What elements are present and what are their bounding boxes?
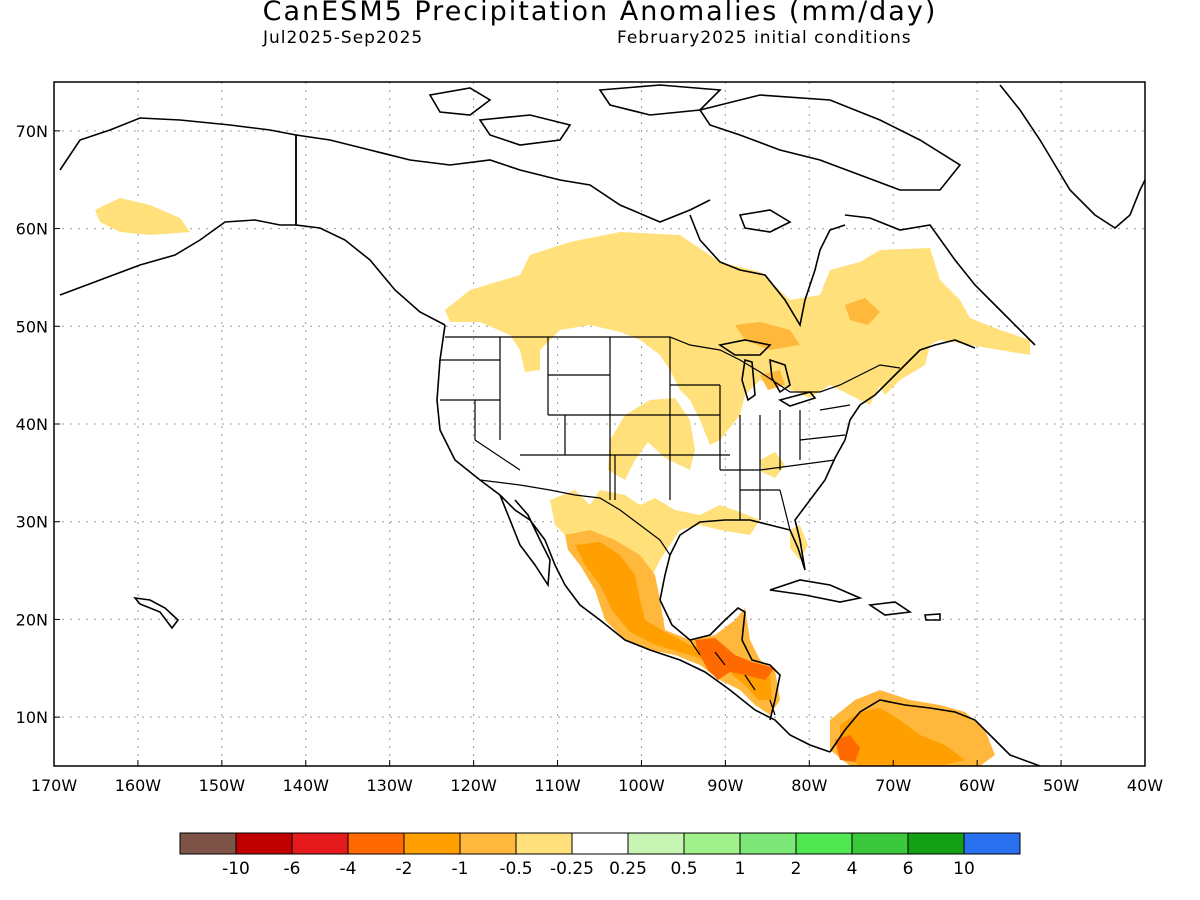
lon-label: 100W — [618, 776, 665, 795]
latitude-labels: 70N 60N 50N 40N 30N 20N 10N — [16, 122, 60, 727]
lat-label: 40N — [16, 415, 48, 434]
lake-erie — [777, 391, 817, 407]
state-borders — [440, 337, 851, 531]
island-victoria — [478, 114, 572, 146]
legend-swatch — [963, 832, 1021, 855]
island-puerto-rico — [924, 613, 941, 621]
legend-label: -0.25 — [550, 859, 594, 879]
us-mexico-border — [479, 479, 671, 556]
lon-label: 110W — [534, 776, 581, 795]
lat-label: 60N — [16, 220, 48, 239]
anomaly-fill — [95, 198, 1030, 766]
lon-label: 40W — [1127, 776, 1163, 795]
anomaly-region-hudson — [735, 322, 800, 350]
lon-label: 140W — [283, 776, 330, 795]
anomaly-region-plains — [608, 398, 695, 480]
island-baffin — [698, 94, 962, 191]
anomaly-region-canada — [445, 232, 1030, 445]
coastline-atlantic — [844, 339, 976, 441]
legend-label: -2 — [396, 859, 413, 879]
map-title: CanESM5 Precipitation Anomalies (mm/day) — [262, 0, 938, 27]
lat-label: 20N — [16, 610, 48, 629]
coastline-alaska-south — [59, 219, 296, 296]
legend-swatch — [851, 832, 909, 855]
legend-swatch — [739, 832, 797, 855]
legend-label: -10 — [222, 859, 250, 879]
initial-conditions-subtitle: February2025 initial conditions — [617, 28, 912, 48]
lon-label: 120W — [450, 776, 497, 795]
lat-label: 50N — [16, 317, 48, 336]
anomaly-region-colombia — [840, 708, 965, 766]
coastlines — [59, 84, 1145, 766]
island-cuba — [769, 579, 863, 603]
legend-label: -1 — [452, 859, 469, 879]
legend-label: -4 — [340, 859, 357, 879]
legend-label: 2 — [791, 859, 802, 879]
legend-label: -6 — [284, 859, 301, 879]
coastline-labrador — [844, 214, 1036, 346]
lon-label: 90W — [707, 776, 743, 795]
anomaly-region-labrador — [845, 298, 880, 325]
legend-label: 6 — [903, 859, 914, 879]
lon-label: 150W — [199, 776, 246, 795]
coastline-south-america — [829, 699, 1041, 766]
anomaly-region-southeast — [760, 452, 785, 478]
anomaly-region-guatemala — [695, 638, 775, 680]
central-america-borders — [689, 639, 776, 716]
coastline-baja — [499, 494, 551, 588]
lon-label: 160W — [115, 776, 162, 795]
political-borders — [440, 336, 901, 716]
legend-label: 0.5 — [670, 859, 697, 879]
legend-swatch — [179, 832, 237, 855]
legend-swatch — [683, 832, 741, 855]
lake-superior — [717, 339, 772, 356]
legend-swatch — [291, 832, 349, 855]
legend-label: -0.5 — [499, 859, 532, 879]
lake-michigan — [741, 358, 756, 402]
lon-label: 170W — [31, 776, 78, 795]
island-southampton — [738, 209, 792, 233]
coastline-hudson-bay — [689, 214, 846, 328]
anomaly-region-panama — [835, 735, 860, 762]
island-hawaii — [133, 596, 180, 630]
longitude-labels: 170W 160W 150W 140W 130W 120W 110W 100W 90W 80W 70… — [31, 760, 1163, 795]
legend-swatch — [347, 832, 405, 855]
legend-label: 0.25 — [609, 859, 647, 879]
anomaly-region-florida — [790, 525, 808, 560]
legend-swatch — [403, 832, 461, 855]
lon-label: 80W — [791, 776, 827, 795]
legend-swatch — [235, 832, 293, 855]
lon-label: 60W — [959, 776, 995, 795]
island-banks — [428, 87, 492, 116]
legend-swatch — [907, 832, 965, 855]
anomaly-region-newengland — [875, 330, 930, 395]
lat-label: 10N — [16, 708, 48, 727]
lon-label: 50W — [1043, 776, 1079, 795]
island-hispaniola — [867, 601, 913, 616]
legend-swatch — [571, 832, 629, 855]
legend-swatch — [795, 832, 853, 855]
lon-label: 70W — [875, 776, 911, 795]
legend-label: 4 — [847, 859, 858, 879]
legend-label: 1 — [735, 859, 746, 879]
coastline-arctic — [295, 134, 711, 223]
legend-swatch — [459, 832, 517, 855]
anomaly-region-texas — [550, 490, 760, 580]
lat-label: 70N — [16, 122, 48, 141]
coastline-pacific — [436, 324, 831, 753]
color-legend: -10 -6 -4 -2 -1 -0.5 -0.25 0.25 0.5 1 2 4 6 10 — [179, 832, 1021, 879]
anomaly-region-mexico-core — [575, 542, 710, 660]
anomaly-region-alaska — [95, 198, 190, 235]
lat-label: 30N — [16, 513, 48, 532]
coastline-greenland — [999, 84, 1145, 229]
lon-label: 130W — [367, 776, 414, 795]
period-subtitle: Jul2025-Sep2025 — [263, 28, 424, 48]
us-canada-border — [445, 336, 901, 393]
legend-swatch — [627, 832, 685, 855]
legend-label: 10 — [953, 859, 975, 879]
island-ellesmere — [598, 84, 722, 116]
legend-swatch — [515, 832, 573, 855]
